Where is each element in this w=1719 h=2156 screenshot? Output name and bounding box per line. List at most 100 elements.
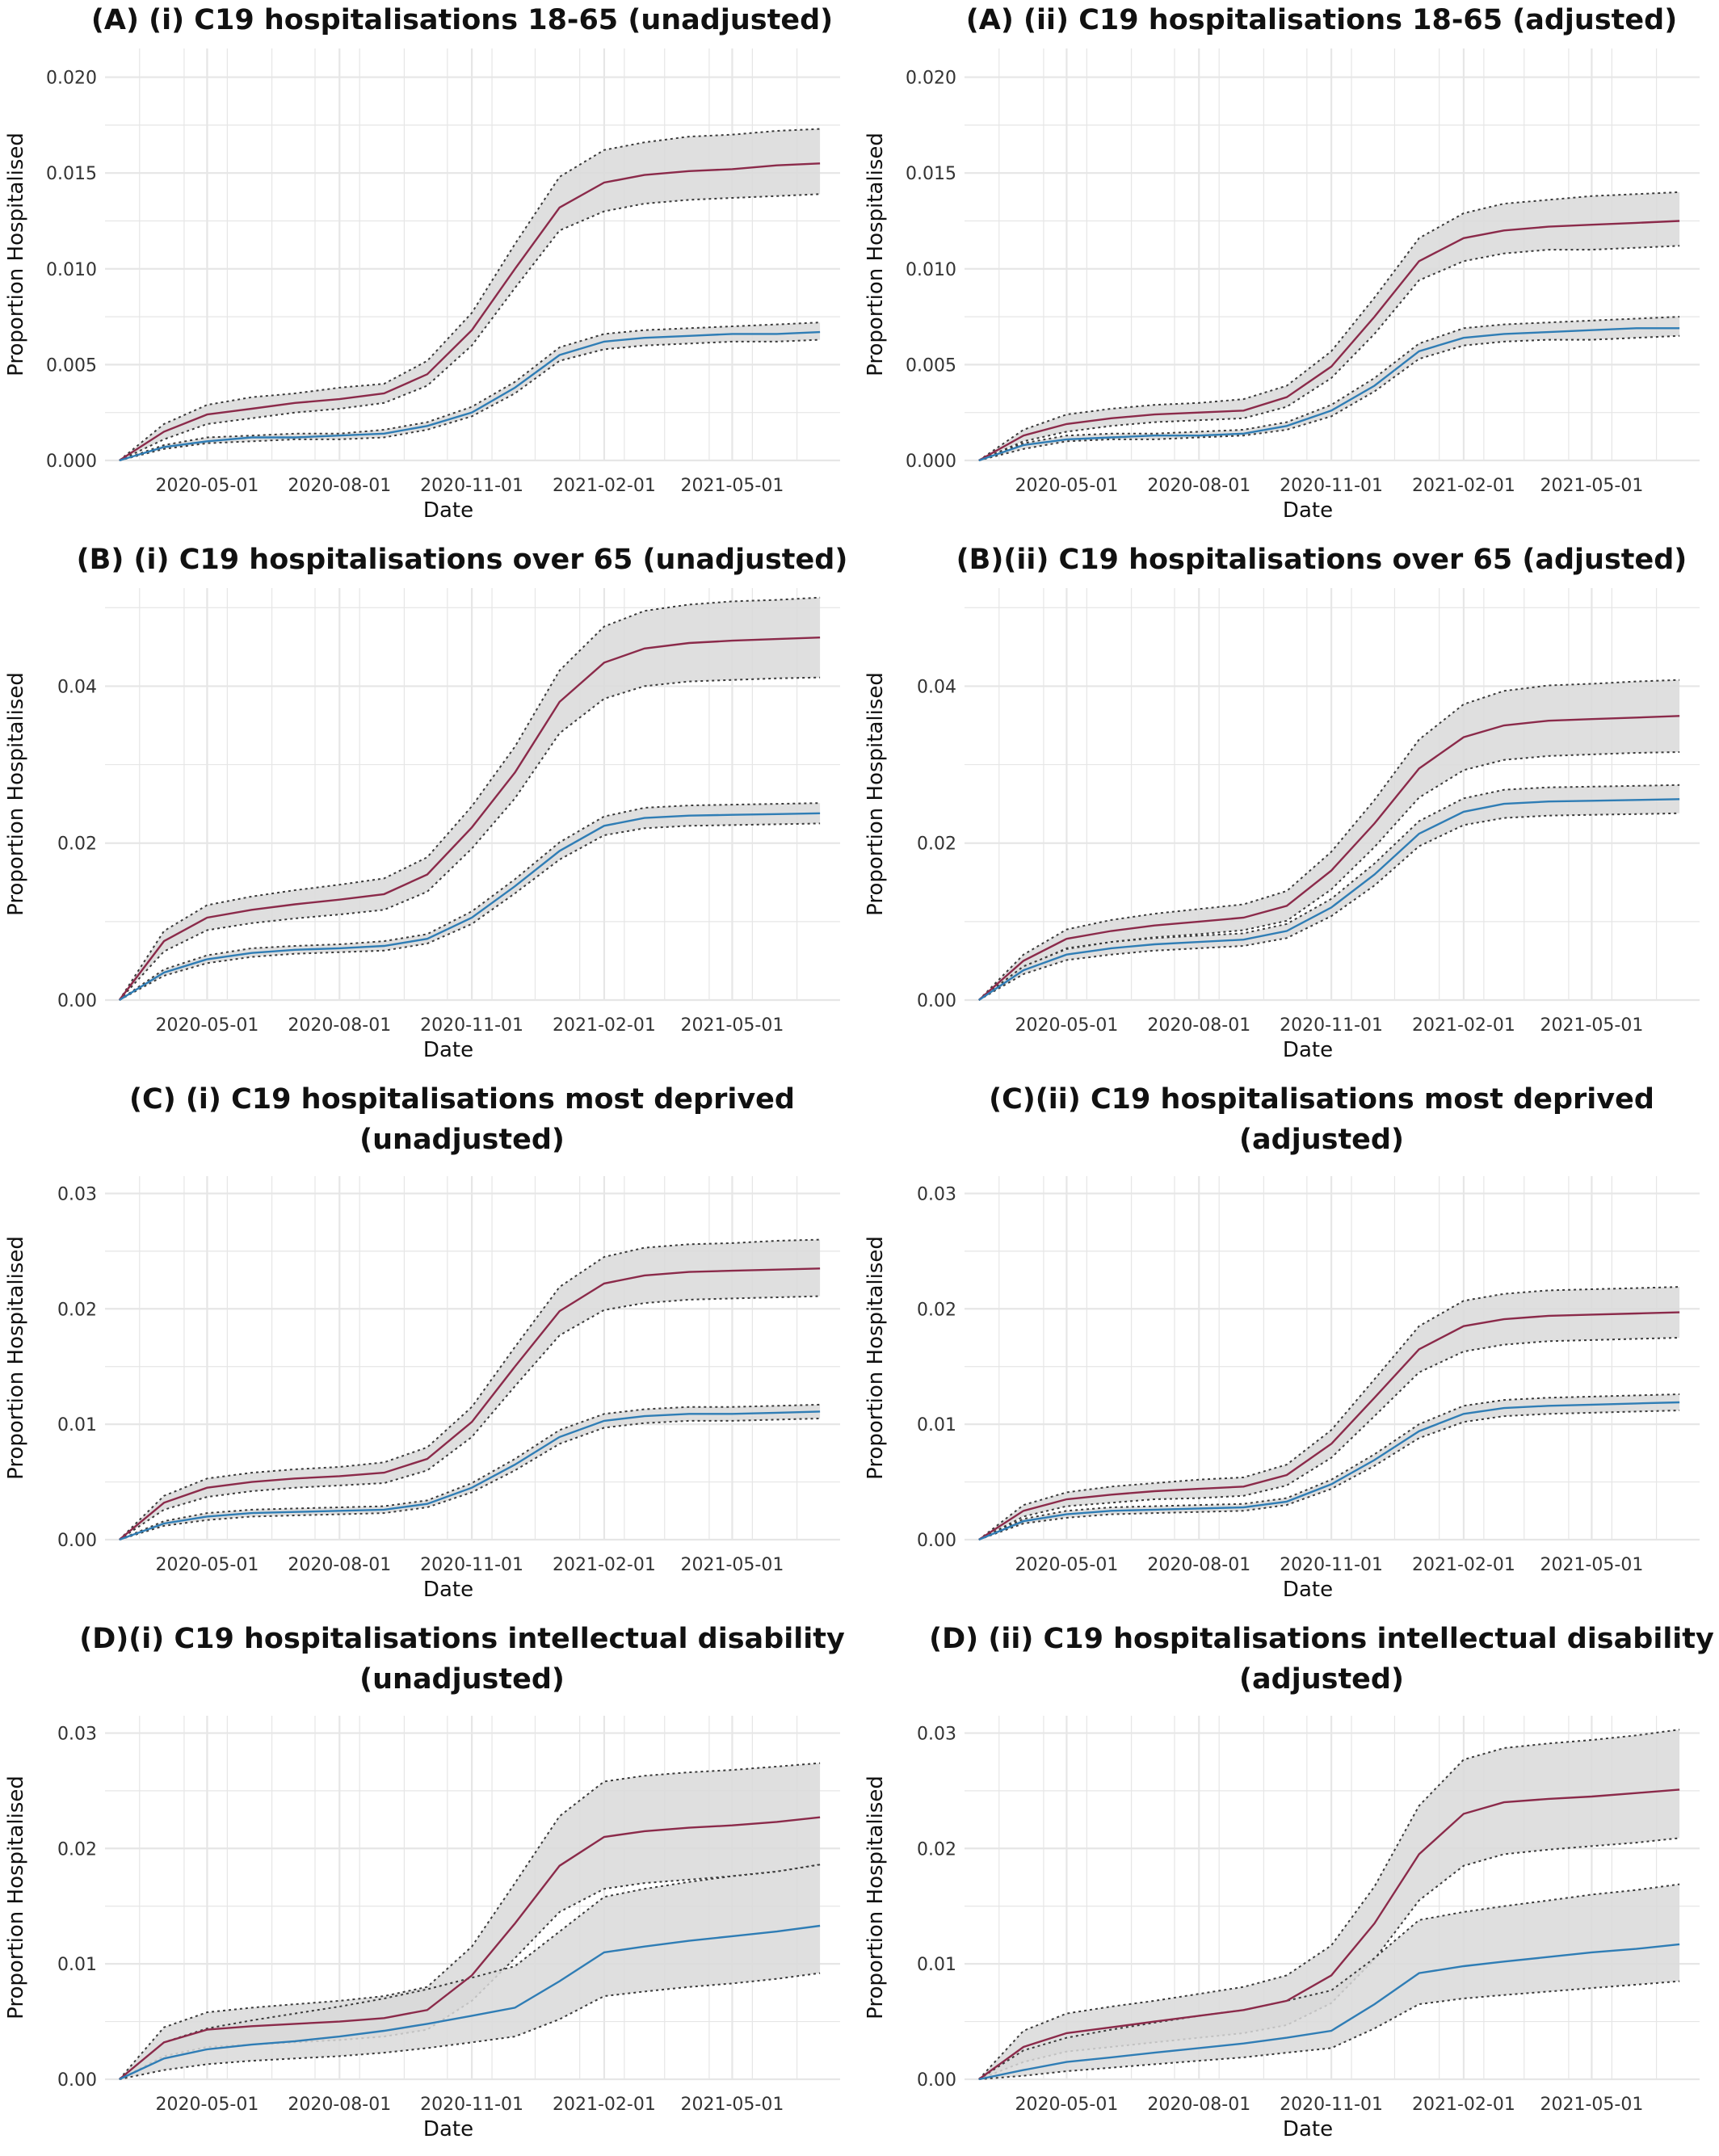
chart-title: (D)(i) C19 hospitalisations intellectual…: [79, 1623, 845, 1655]
series-line-2: [119, 1924, 821, 2081]
chart-svg-1: (A) (i) C19 hospitalisations 18-65 (unad…: [4, 4, 840, 523]
series-line-2: [978, 327, 1680, 462]
series-line-1: [118, 637, 821, 1001]
ci-ribbon-series-1: [119, 1239, 821, 1540]
grid-lines: [965, 48, 1700, 462]
x-tick-label: 2020-05-01: [1015, 1555, 1119, 1575]
ci-ribbon-series-2: [119, 1404, 821, 1540]
chart-svg-6: (C)(ii) C19 hospitalisations most depriv…: [864, 1083, 1700, 1602]
chart-panel-4: (B)(ii) C19 hospitalisations over 65 (ad…: [860, 540, 1719, 1077]
x-tick-label: 2020-11-01: [420, 2095, 523, 2115]
ci-upper-bound-series-1: [119, 1238, 821, 1540]
y-tick-label: 0.010: [46, 260, 97, 280]
ci-lower-bound-series-1: [119, 193, 821, 461]
ci-ribbon-series-2: [119, 803, 821, 1000]
x-tick-label: 2020-05-01: [156, 1555, 259, 1575]
x-tick-label: 2021-02-01: [1412, 2095, 1515, 2115]
x-tick-label: 2021-02-01: [553, 476, 656, 496]
ci-lower-bound-series-2: [978, 334, 1680, 461]
ci-lower-bound-series-1: [978, 751, 1680, 1001]
y-axis-label: Proportion Hospitalised: [864, 1776, 888, 2019]
y-tick-label: 0.02: [917, 834, 956, 855]
x-tick-label: 2020-05-01: [1015, 1015, 1119, 1036]
series-line-1: [119, 1267, 821, 1540]
x-tick-label: 2021-05-01: [681, 2095, 784, 2115]
y-tick-label: 0.04: [57, 677, 97, 697]
ci-ribbon-series-2: [119, 1864, 821, 2079]
chart-title: (C)(ii) C19 hospitalisations most depriv…: [989, 1083, 1654, 1116]
grid-lines: [965, 588, 1700, 1002]
chart-panel-7: (D)(i) C19 hospitalisations intellectual…: [0, 1619, 860, 2156]
y-tick-label: 0.000: [46, 452, 97, 472]
x-tick-label: 2020-11-01: [1280, 1015, 1383, 1036]
chart-title: (adjusted): [1239, 1124, 1404, 1156]
chart-panel-1: (A) (i) C19 hospitalisations 18-65 (unad…: [0, 0, 860, 537]
ci-lower-bound-series-1: [119, 1295, 821, 1540]
y-tick-label: 0.01: [917, 1955, 956, 1975]
chart-panel-5: (C) (i) C19 hospitalisations most depriv…: [0, 1079, 860, 1616]
series-line-1: [119, 162, 821, 462]
x-tick-label: 2021-02-01: [1412, 476, 1515, 496]
x-tick-label: 2020-08-01: [1147, 2095, 1250, 2115]
x-tick-label: 2020-11-01: [1280, 476, 1383, 496]
y-tick-label: 0.03: [57, 1724, 97, 1744]
x-tick-label: 2020-11-01: [1280, 2095, 1383, 2115]
y-tick-label: 0.00: [57, 2070, 97, 2091]
y-tick-label: 0.02: [57, 1300, 97, 1320]
ci-upper-bound-series-1: [978, 191, 1680, 461]
x-tick-label: 2020-08-01: [288, 1015, 391, 1036]
ci-upper-bound-series-1: [978, 1286, 1680, 1540]
y-axis-label: Proportion Hospitalised: [4, 132, 28, 376]
ci-upper-bound-series-2: [978, 1393, 1680, 1540]
x-tick-label: 2020-08-01: [1147, 1555, 1250, 1575]
series-line-2: [119, 812, 821, 1002]
series-line-2: [119, 1410, 821, 1541]
ci-ribbon-series-2: [978, 1394, 1680, 1540]
y-tick-label: 0.005: [46, 355, 97, 376]
y-tick-label: 0.01: [57, 1955, 97, 1975]
chart-title: (D) (ii) C19 hospitalisations intellectu…: [929, 1623, 1714, 1655]
ci-ribbon-series-2: [119, 322, 821, 460]
y-tick-label: 0.010: [906, 260, 956, 280]
chart-title: (B) (i) C19 hospitalisations over 65 (un…: [77, 544, 848, 576]
grid-lines: [105, 48, 840, 462]
y-axis-label: Proportion Hospitalised: [864, 672, 888, 916]
y-tick-label: 0.01: [57, 1415, 97, 1435]
series-line-2: [978, 798, 1680, 1001]
ci-upper-bound-series-1: [119, 1762, 821, 2080]
y-axis-label: Proportion Hospitalised: [4, 672, 28, 916]
y-tick-label: 0.00: [917, 991, 956, 1011]
y-tick-label: 0.005: [906, 355, 956, 376]
x-tick-label: 2021-05-01: [1540, 1015, 1644, 1036]
x-tick-label: 2021-05-01: [1540, 476, 1644, 496]
chart-panel-3: (B) (i) C19 hospitalisations over 65 (un…: [0, 540, 860, 1077]
y-tick-label: 0.01: [917, 1415, 956, 1435]
ci-upper-bound-series-2: [978, 784, 1680, 1001]
x-tick-label: 2021-05-01: [1540, 1555, 1644, 1575]
y-tick-label: 0.02: [917, 1300, 956, 1320]
chart-svg-4: (B)(ii) C19 hospitalisations over 65 (ad…: [864, 544, 1700, 1062]
series-line-2: [978, 1943, 1680, 2081]
y-tick-label: 0.03: [57, 1184, 97, 1204]
ci-ribbon-series-1: [978, 1287, 1680, 1540]
ci-upper-bound-series-1: [978, 1729, 1680, 2080]
x-tick-label: 2020-05-01: [1015, 476, 1119, 496]
x-tick-label: 2021-02-01: [553, 2095, 656, 2115]
ci-upper-bound-series-2: [119, 322, 821, 461]
x-axis-label: Date: [423, 498, 473, 523]
ci-upper-bound-series-1: [118, 596, 821, 1001]
y-tick-label: 0.000: [906, 452, 956, 472]
x-tick-label: 2020-05-01: [1015, 2095, 1119, 2115]
grid-lines: [105, 1176, 840, 1541]
x-axis-label: Date: [1283, 1578, 1333, 1602]
chart-svg-7: (D)(i) C19 hospitalisations intellectual…: [4, 1623, 845, 2141]
x-tick-label: 2020-08-01: [1147, 1015, 1250, 1036]
ci-upper-bound-series-1: [119, 128, 821, 461]
ci-ribbon-series-1: [119, 128, 821, 460]
chart-svg-5: (C) (i) C19 hospitalisations most depriv…: [4, 1083, 840, 1602]
x-tick-label: 2020-08-01: [1147, 476, 1250, 496]
y-tick-label: 0.00: [57, 991, 97, 1011]
y-tick-label: 0.015: [46, 164, 97, 184]
series-line-2: [978, 1401, 1680, 1541]
x-tick-label: 2021-05-01: [681, 1555, 784, 1575]
